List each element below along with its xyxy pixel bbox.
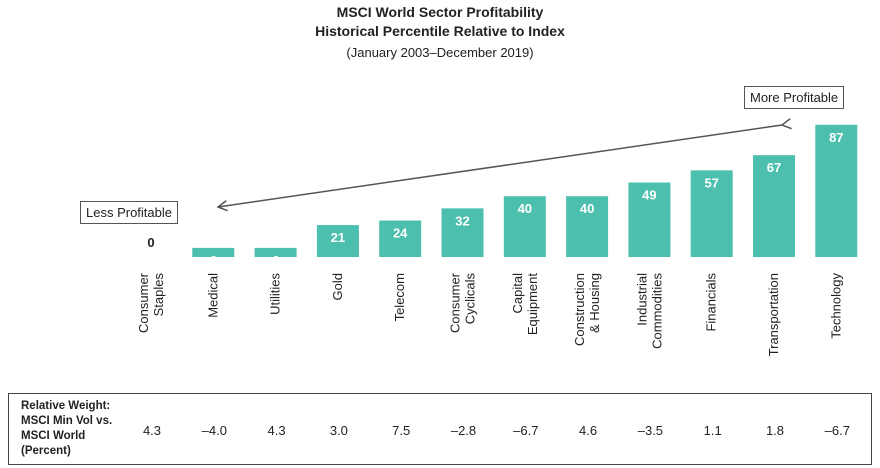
bar-financials [690, 170, 733, 257]
bar-telecom [379, 220, 422, 257]
category-label-consumer-cyclicals: Consumer Cyclicals [448, 272, 478, 333]
relative-weight-table: Relative Weight: MSCI Min Vol vs. MSCI W… [8, 393, 872, 465]
bar-consumer-cyclicals [441, 208, 484, 257]
data-label-gold: 21 [331, 230, 345, 245]
relative-weight-value: –6.7 [513, 423, 539, 438]
category-label-transportation: Transportation [766, 273, 781, 356]
data-label-transportation: 67 [767, 160, 781, 175]
category-label-line: Staples [151, 273, 166, 317]
category-label-telecom: Telecom [392, 273, 407, 321]
relative-weight-value: –4.0 [201, 423, 227, 438]
category-label-technology: Technology [828, 273, 843, 339]
data-label-capital-equipment: 40 [518, 201, 532, 216]
header-line-3: MSCI World [21, 430, 86, 442]
data-label-consumer-cyclicals: 32 [455, 213, 469, 228]
category-label-construction-housing: Construction & Housing [572, 273, 602, 346]
category-label-line: & Housing [587, 273, 602, 333]
relative-weight-value: 1.1 [703, 423, 722, 438]
data-label-medical: 6 [210, 253, 217, 268]
category-label-line: Equipment [525, 273, 540, 336]
relative-weight-value: 4.3 [267, 423, 286, 438]
relative-weight-value: –2.8 [450, 423, 477, 438]
category-label-line: Industrial [634, 273, 649, 326]
data-label-telecom: 24 [393, 226, 408, 241]
chart-title: MSCI World Sector Profitability [336, 4, 544, 20]
data-label-construction-housing: 40 [580, 201, 594, 216]
category-label-line: Transportation [766, 273, 781, 356]
header-line-4: (Percent) [21, 445, 71, 457]
category-label-line: Commodities [649, 273, 664, 349]
chart-subtitle: (January 2003–December 2019) [346, 45, 534, 60]
header-line-2: MSCI Min Vol vs. [21, 415, 113, 427]
more-profitable-callout: More Profitable [744, 86, 845, 109]
relative-weight-value: 4.6 [579, 423, 598, 438]
category-label-line: Financials [704, 273, 719, 332]
relative-weight-value: 4.3 [142, 423, 162, 438]
relative-weight-value: 7.5 [392, 423, 411, 438]
relative-weight-value: 3.0 [329, 423, 348, 438]
category-label-industrial-commodities: Industrial Commodities [634, 273, 664, 349]
category-label-gold: Gold [330, 273, 345, 300]
category-label-line: Telecom [392, 273, 407, 321]
data-label-utilities: 6 [272, 253, 279, 268]
chart-title-line2: Historical Percentile Relative to Index [315, 23, 565, 39]
header-line-1: Relative Weight: [21, 400, 111, 412]
bar-utilities [254, 247, 297, 257]
category-label-line: Medical [205, 273, 220, 318]
category-label-capital-equipment: Capital Equipment [510, 273, 540, 336]
relative-weight-value: –3.5 [637, 423, 664, 438]
relative-weight-header: Relative Weight: MSCI Min Vol vs. MSCI W… [21, 399, 112, 459]
bar-transportation [753, 155, 795, 257]
category-label-financials: Financials [704, 273, 719, 332]
category-label-line: Construction [572, 273, 587, 346]
category-label-line: Technology [828, 273, 843, 339]
less-profitable-callout: Less Profitable [80, 201, 178, 224]
relative-weight-value: –6.7 [824, 423, 850, 438]
category-label-line: Gold [330, 273, 345, 300]
bar-medical [192, 247, 235, 257]
category-label-consumer-staples: Consumer Staples [136, 272, 166, 333]
category-label-line: Utilities [268, 273, 283, 315]
relative-weight-value: 1.8 [765, 423, 785, 438]
data-label-financials: 57 [704, 175, 718, 190]
bar-technology [815, 124, 858, 257]
bar-industrial-commodities [628, 182, 671, 257]
category-label-line: Cyclicals [463, 273, 478, 325]
data-label-consumer-staples: 0 [147, 235, 154, 250]
bar-construction-housing [566, 196, 609, 257]
category-label-line: Consumer [448, 272, 463, 333]
bar-capital-equipment [503, 196, 546, 257]
category-label-utilities: Utilities [268, 273, 283, 315]
bar-gold [316, 225, 359, 257]
category-label-line: Capital [510, 273, 525, 314]
profitability-arrow [216, 118, 792, 212]
category-label-line: Consumer [136, 272, 151, 333]
category-label-medical: Medical [205, 273, 220, 318]
data-label-industrial-commodities: 49 [642, 188, 656, 203]
data-label-technology: 87 [829, 130, 843, 145]
